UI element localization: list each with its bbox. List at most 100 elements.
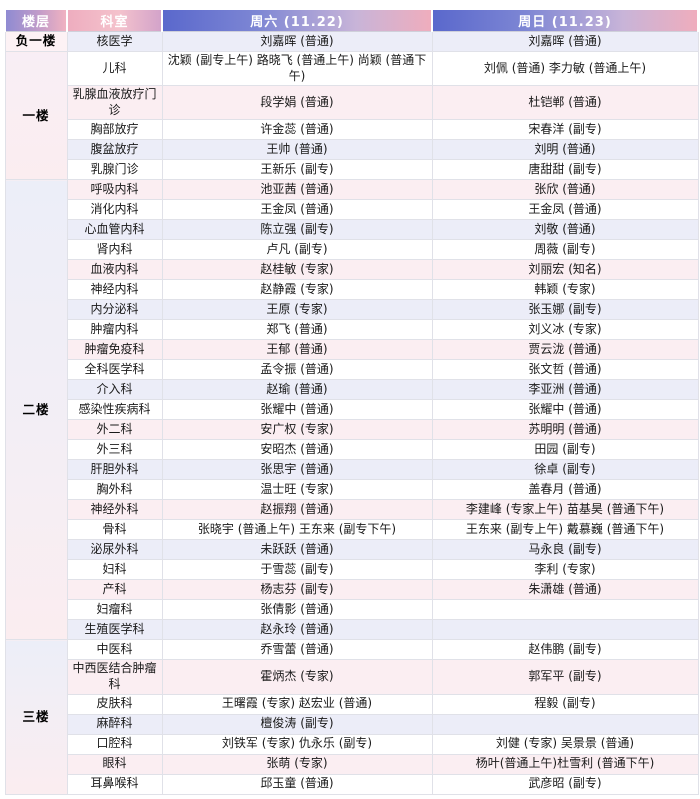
dept-cell: 肿瘤免疫科 — [66, 339, 163, 361]
table-row: 负一楼 核医学 刘嘉晖 (普通) 刘嘉晖 (普通) — [4, 31, 699, 52]
dept-cell: 妇瘤科 — [66, 599, 163, 621]
dept-cell: 生殖医学科 — [66, 619, 163, 641]
dept-cell: 感染性疾病科 — [66, 399, 163, 421]
table-row: 肿瘤免疫科 王郁 (普通) 贾云泷 (普通) — [5, 339, 699, 361]
header-row: 楼层 科室 周六 (11.22) 周日 (11.23) — [4, 8, 699, 32]
sunday-cell: 韩颖 (专家) — [431, 279, 699, 301]
dept-cell: 肿瘤内科 — [66, 319, 163, 341]
floor-cell: 负一楼 — [4, 31, 68, 52]
col-header-sunday: 周日 (11.23) — [431, 8, 699, 32]
table-row: 骨科 张晓宇 (普通上午) 王东来 (副专下午) 王东来 (副专上午) 戴慕巍 (普… — [5, 519, 699, 541]
dept-cell: 神经外科 — [66, 499, 163, 521]
floor-cell: 三楼 — [4, 639, 68, 795]
table-row: 神经内科 赵静霞 (专家) 韩颖 (专家) — [5, 279, 699, 301]
sunday-cell — [431, 619, 699, 641]
sunday-cell: 张文哲 (普通) — [431, 359, 699, 381]
sunday-cell: 盖春月 (普通) — [431, 479, 699, 501]
floor-cell: 二楼 — [4, 179, 68, 641]
saturday-cell: 张萌 (专家) — [161, 753, 433, 775]
table-row: 眼科 张萌 (专家) 杨叶(普通上午)杜雪利 (普通下午) — [5, 753, 699, 775]
table-row: 神经外科 赵振翔 (普通) 李建峰 (专家上午) 苗基昊 (普通下午) — [5, 499, 699, 521]
sunday-cell: 李利 (专家) — [431, 559, 699, 581]
table-row: 感染性疾病科 张耀中 (普通) 张耀中 (普通) — [5, 399, 699, 421]
dept-cell: 核医学 — [66, 31, 163, 52]
dept-cell: 耳鼻喉科 — [66, 773, 163, 795]
saturday-cell: 未跃跃 (普通) — [161, 539, 433, 561]
dept-cell: 血液内科 — [66, 259, 163, 281]
dept-cell: 内分泌科 — [66, 299, 163, 321]
dept-cell: 口腔科 — [66, 733, 163, 755]
saturday-cell: 卢凡 (副专) — [161, 239, 433, 261]
table-row: 生殖医学科 赵永玲 (普通) — [5, 619, 699, 641]
sunday-cell: 刘敬 (普通) — [431, 219, 699, 241]
saturday-cell: 陈立强 (副专) — [161, 219, 433, 241]
sunday-cell: 张欣 (普通) — [431, 179, 699, 201]
saturday-cell: 王郁 (普通) — [161, 339, 433, 361]
saturday-cell: 张倩影 (普通) — [161, 599, 433, 621]
sunday-cell: 郭军平 (副专) — [431, 659, 699, 695]
sunday-cell: 张玉娜 (副专) — [431, 299, 699, 321]
floor-cell: 一楼 — [4, 50, 68, 181]
sunday-cell: 王金凤 (普通) — [431, 199, 699, 221]
sunday-cell: 徐卓 (副专) — [431, 459, 699, 481]
sunday-cell: 张耀中 (普通) — [431, 399, 699, 421]
sunday-cell: 武彦昭 (副专) — [431, 773, 699, 795]
saturday-cell: 沈颖 (副专上午) 路晓飞 (普通上午) 尚颖 (普通下午) — [161, 50, 433, 87]
saturday-cell: 王帅 (普通) — [161, 139, 433, 161]
sunday-cell: 田园 (副专) — [431, 439, 699, 461]
dept-cell: 神经内科 — [66, 279, 163, 301]
table-row: 三楼 中医科 乔雪蕾 (普通) 赵伟鹏 (副专) — [4, 639, 699, 795]
table-row: 胸部放疗 许金蕊 (普通) 宋春洋 (副专) — [5, 119, 699, 141]
sunday-cell: 刘嘉晖 (普通) — [431, 31, 699, 52]
saturday-cell: 安昭杰 (普通) — [161, 439, 433, 461]
table-row: 肿瘤内科 郑飞 (普通) 刘义冰 (专家) — [5, 319, 699, 341]
table-row: 内分泌科 王原 (专家) 张玉娜 (副专) — [5, 299, 699, 321]
saturday-cell: 王金凤 (普通) — [161, 199, 433, 221]
schedule-body: 负一楼 核医学 刘嘉晖 (普通) 刘嘉晖 (普通) 一楼 儿科 沈颖 (副专上午) 路晓飞 … — [4, 31, 699, 795]
table-row: 消化内科 王金凤 (普通) 王金凤 (普通) — [5, 199, 699, 221]
saturday-cell: 赵桂敏 (专家) — [161, 259, 433, 281]
table-row: 口腔科 刘铁军 (专家) 仇永乐 (副专) 刘健 (专家) 吴景景 (普通) — [5, 733, 699, 755]
saturday-cell: 王原 (专家) — [161, 299, 433, 321]
dept-cell: 肝胆外科 — [66, 459, 163, 481]
dept-cell: 外二科 — [66, 419, 163, 441]
saturday-cell: 刘铁军 (专家) 仇永乐 (副专) — [161, 733, 433, 755]
saturday-cell: 段学娟 (普通) — [161, 85, 433, 121]
dept-cell: 麻醉科 — [66, 713, 163, 735]
dept-cell: 腹盆放疗 — [66, 139, 163, 161]
sunday-cell: 周薇 (副专) — [431, 239, 699, 261]
saturday-cell: 于雪蕊 (副专) — [161, 559, 433, 581]
table-row: 腹盆放疗 王帅 (普通) 刘明 (普通) — [5, 139, 699, 161]
table-row: 耳鼻喉科 邱玉童 (普通) 武彦昭 (副专) — [5, 773, 699, 795]
dept-cell: 妇科 — [66, 559, 163, 581]
sunday-cell: 赵伟鹏 (副专) — [431, 639, 699, 661]
saturday-cell: 温士旺 (专家) — [161, 479, 433, 501]
table-row: 肝胆外科 张思宇 (普通) 徐卓 (副专) — [5, 459, 699, 481]
table-row: 泌尿外科 未跃跃 (普通) 马永良 (副专) — [5, 539, 699, 561]
dept-cell: 外三科 — [66, 439, 163, 461]
col-header-floor: 楼层 — [4, 8, 68, 32]
table-row: 胸外科 温士旺 (专家) 盖春月 (普通) — [5, 479, 699, 501]
sunday-cell: 王东来 (副专上午) 戴慕巍 (普通下午) — [431, 519, 699, 541]
col-header-saturday: 周六 (11.22) — [161, 8, 433, 32]
saturday-cell: 张晓宇 (普通上午) 王东来 (副专下午) — [161, 519, 433, 541]
sunday-cell — [431, 599, 699, 621]
dept-cell: 儿科 — [66, 50, 163, 87]
table-row: 麻醉科 檀俊涛 (副专) — [5, 713, 699, 735]
saturday-cell: 霍炳杰 (专家) — [161, 659, 433, 695]
table-row: 产科 杨志芬 (副专) 朱潇雄 (普通) — [5, 579, 699, 601]
saturday-cell: 赵瑜 (普通) — [161, 379, 433, 401]
sunday-cell: 李亚洲 (普通) — [431, 379, 699, 401]
saturday-cell: 乔雪蕾 (普通) — [161, 639, 433, 661]
sunday-cell: 杜铠郸 (普通) — [431, 85, 699, 121]
dept-cell: 胸外科 — [66, 479, 163, 501]
saturday-cell: 池亚茜 (普通) — [161, 179, 433, 201]
dept-cell: 泌尿外科 — [66, 539, 163, 561]
saturday-cell: 许金蕊 (普通) — [161, 119, 433, 141]
dept-cell: 消化内科 — [66, 199, 163, 221]
table-row: 介入科 赵瑜 (普通) 李亚洲 (普通) — [5, 379, 699, 401]
table-row: 乳腺门诊 王新乐 (副专) 唐甜甜 (副专) — [5, 159, 699, 181]
table-row: 外三科 安昭杰 (普通) 田园 (副专) — [5, 439, 699, 461]
dept-cell: 乳腺门诊 — [66, 159, 163, 181]
